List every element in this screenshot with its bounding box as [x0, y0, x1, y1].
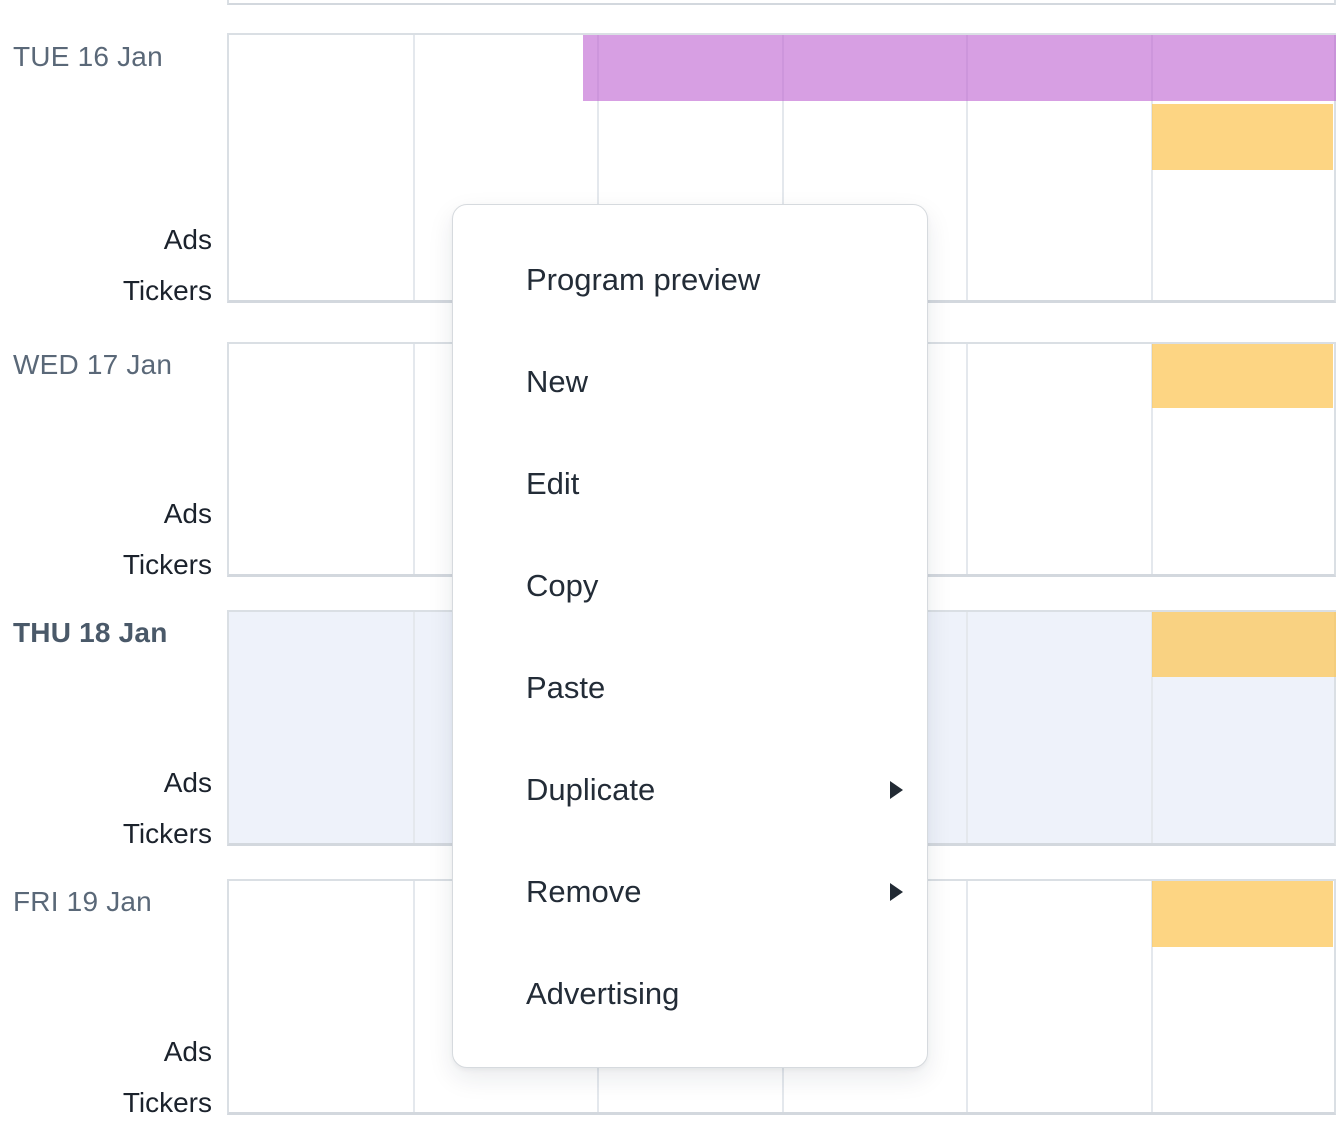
menu-item-label: New — [526, 364, 589, 399]
ads-row-label: Ads — [163, 767, 212, 798]
ad-block[interactable] — [1152, 104, 1333, 170]
menu-item-advertising[interactable]: Advertising — [453, 943, 927, 1045]
day-label-today: THU 18 Jan — [13, 617, 168, 648]
grid-column-line — [966, 344, 968, 574]
submenu-arrow-icon — [890, 781, 903, 799]
ad-block[interactable] — [1152, 612, 1336, 677]
grid-column-line — [1151, 344, 1153, 574]
menu-item-label: Remove — [526, 874, 642, 909]
menu-item-duplicate[interactable]: Duplicate — [453, 739, 927, 841]
grid-column-line — [413, 344, 415, 574]
grid-column-line — [413, 881, 415, 1112]
tickers-row-label: Tickers — [122, 549, 212, 580]
menu-item-new[interactable]: New — [453, 331, 927, 433]
context-menu: Program preview New Edit Copy Paste Dupl… — [452, 204, 928, 1068]
program-block[interactable] — [583, 35, 1336, 101]
ads-row-label: Ads — [163, 1036, 212, 1067]
grid-column-line — [966, 612, 968, 843]
ad-block[interactable] — [1152, 344, 1333, 408]
menu-item-copy[interactable]: Copy — [453, 535, 927, 637]
tickers-row-label: Tickers — [122, 275, 212, 306]
tickers-row-label: Tickers — [122, 1087, 212, 1118]
grid-column-line — [413, 35, 415, 300]
grid-column-line — [966, 35, 968, 300]
menu-item-paste[interactable]: Paste — [453, 637, 927, 739]
tickers-row-label: Tickers — [122, 818, 212, 849]
menu-item-edit[interactable]: Edit — [453, 433, 927, 535]
grid-column-line — [1151, 612, 1153, 843]
ads-row-label: Ads — [163, 498, 212, 529]
grid-column-line — [1151, 881, 1153, 1112]
menu-item-label: Edit — [526, 466, 580, 501]
menu-item-label: Copy — [526, 568, 599, 603]
grid-column-line — [597, 35, 599, 300]
day-label: TUE 16 Jan — [13, 41, 163, 72]
day-label: FRI 19 Jan — [13, 886, 152, 917]
grid-layer — [229, 35, 1336, 300]
menu-item-program-preview[interactable]: Program preview — [453, 229, 927, 331]
previous-day-grid-edge — [227, 0, 1336, 5]
menu-item-label: Program preview — [526, 262, 761, 297]
day-row-tue-16-jan: TUE 16 Jan Ads Tickers — [0, 33, 1336, 306]
grid-column-line — [782, 35, 784, 300]
day-grid-tue-16-jan[interactable] — [227, 33, 1336, 303]
menu-item-label: Advertising — [526, 976, 680, 1011]
grid-column-line — [413, 612, 415, 843]
menu-item-label: Duplicate — [526, 772, 656, 807]
grid-column-line — [966, 881, 968, 1112]
submenu-arrow-icon — [890, 883, 903, 901]
ad-block[interactable] — [1152, 881, 1333, 947]
menu-item-label: Paste — [526, 670, 606, 705]
menu-item-remove[interactable]: Remove — [453, 841, 927, 943]
ads-row-label: Ads — [163, 224, 212, 255]
day-label: WED 17 Jan — [13, 349, 173, 380]
